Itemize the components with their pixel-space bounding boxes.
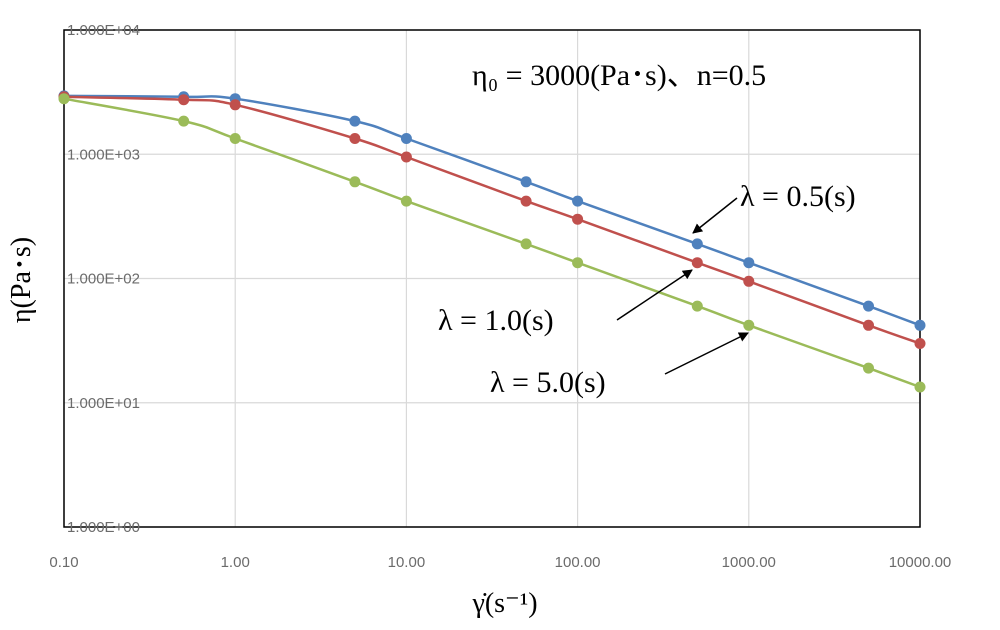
data-point: [863, 300, 874, 312]
annotation-lambda-0-5: λ = 0.5(s): [740, 180, 856, 213]
data-point: [178, 94, 190, 106]
data-point: [863, 362, 874, 374]
x-axis-label: γ̇(s⁻¹): [471, 588, 537, 619]
data-point: [572, 213, 584, 225]
x-tick-label: 1.00: [221, 554, 250, 571]
y-tick-label: 1.000E+04: [67, 22, 140, 39]
data-point: [863, 319, 874, 331]
y-tick-label: 1.000E+01: [67, 395, 140, 412]
data-point: [520, 176, 532, 188]
y-tick-label: 1.000E+00: [67, 519, 140, 536]
data-point: [400, 133, 412, 144]
x-tick-label: 1000.00: [722, 554, 776, 571]
data-point: [400, 195, 412, 207]
data-point: [914, 319, 926, 331]
data-point: [914, 381, 926, 393]
annotation-arrow-lambda-0-5: [692, 197, 738, 234]
data-point: [572, 257, 584, 269]
data-point: [349, 115, 361, 127]
y-tick-label: 1.000E+03: [67, 146, 140, 163]
data-point: [691, 238, 703, 250]
x-tick-label: 10000.00: [889, 554, 952, 571]
data-point: [520, 238, 532, 250]
annotation-lambda-1-0: λ = 1.0(s): [438, 304, 554, 337]
annotation-arrow-lambda-1-0: [616, 269, 693, 321]
annotation-arrow-lambda-5-0: [664, 332, 749, 375]
data-point: [349, 176, 361, 188]
data-point: [520, 195, 532, 207]
data-point: [691, 300, 703, 312]
data-point: [743, 319, 755, 331]
annotation-lambda-5-0: λ = 5.0(s): [490, 366, 606, 399]
data-point: [58, 93, 70, 105]
y-tick-label: 1.000E+02: [67, 271, 140, 288]
x-tick-label: 10.00: [388, 554, 426, 571]
data-point: [178, 115, 190, 127]
data-point: [229, 99, 241, 111]
x-tick-label: 0.10: [49, 554, 78, 571]
data-point: [229, 133, 241, 144]
data-point: [914, 338, 926, 349]
annotation-params: η₀ = 3000(Pa･s)、n=0.5: [472, 59, 766, 92]
data-point: [349, 133, 361, 144]
data-point: [572, 195, 584, 207]
x-tick-label: 100.00: [555, 554, 601, 571]
y-axis-label: η(Pa･s): [6, 237, 37, 323]
series-line-3: [63, 97, 921, 389]
data-point: [743, 257, 755, 269]
plot-area-frame: [63, 29, 921, 528]
data-point: [400, 151, 412, 163]
data-point: [743, 275, 755, 287]
data-point: [691, 257, 703, 269]
